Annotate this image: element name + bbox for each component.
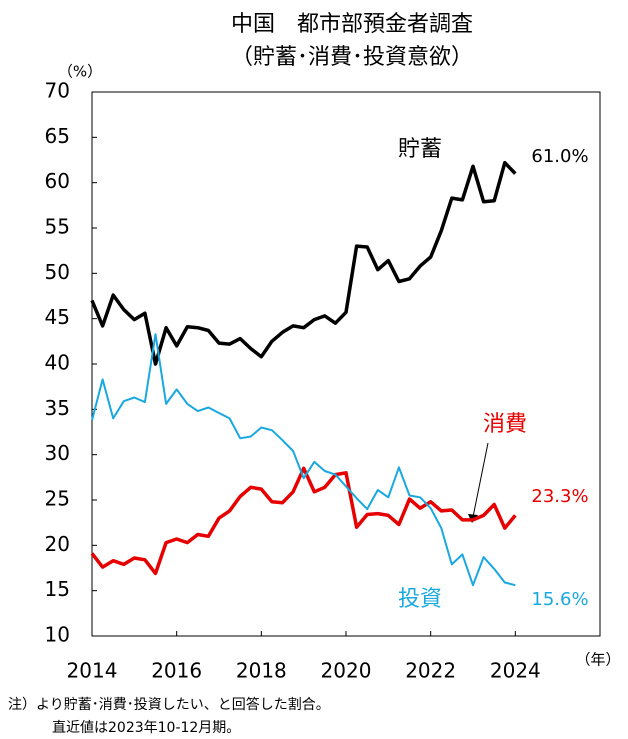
y-tick-label: 30 bbox=[45, 441, 70, 465]
y-tick-label: 50 bbox=[45, 260, 70, 284]
chart-subtitle: （貯蓄･消費･投資意欲） bbox=[231, 45, 473, 70]
y-tick-label: 35 bbox=[45, 396, 70, 420]
series-name: 投資 bbox=[398, 587, 442, 612]
data-label: 61.0% bbox=[531, 146, 588, 167]
y-tick-label: 15 bbox=[45, 577, 70, 601]
x-tick-label: 2014 bbox=[67, 659, 118, 683]
series-line bbox=[90, 160, 517, 366]
data-label: 23.3% bbox=[531, 486, 588, 507]
note: 直近値は2023年10-12月期。 bbox=[52, 719, 240, 736]
data-label: 15.6% bbox=[531, 589, 588, 610]
y-tick-label: 25 bbox=[45, 487, 70, 511]
y-tick-label: 10 bbox=[45, 623, 70, 647]
x-tick-label: 2022 bbox=[405, 659, 456, 683]
x-tick-label: 2018 bbox=[236, 659, 287, 683]
x-axis-label: （年） bbox=[575, 651, 620, 669]
y-tick-label: 45 bbox=[45, 305, 70, 329]
series-name: 貯蓄 bbox=[398, 137, 442, 162]
series-line bbox=[91, 333, 516, 587]
x-tick-label: 2020 bbox=[321, 659, 372, 683]
series-name: 消費 bbox=[483, 412, 527, 437]
x-tick-label: 2024 bbox=[490, 659, 541, 683]
y-axis-label: （%） bbox=[58, 63, 102, 81]
x-tick-label: 2016 bbox=[151, 659, 202, 683]
y-tick-label: 60 bbox=[45, 169, 70, 193]
chart-title: 中国 都市部預金者調査 bbox=[231, 12, 473, 37]
note: 注）より貯蓄･消費･投資したい、と回答した割合。 bbox=[8, 696, 330, 713]
annotation-arrow bbox=[472, 442, 489, 518]
series-line bbox=[90, 466, 517, 576]
y-tick-label: 70 bbox=[45, 79, 70, 103]
y-tick-label: 55 bbox=[45, 215, 70, 239]
y-tick-label: 40 bbox=[45, 351, 70, 375]
y-tick-label: 65 bbox=[45, 124, 70, 148]
y-tick-label: 20 bbox=[45, 532, 70, 556]
plot-frame bbox=[91, 91, 601, 637]
